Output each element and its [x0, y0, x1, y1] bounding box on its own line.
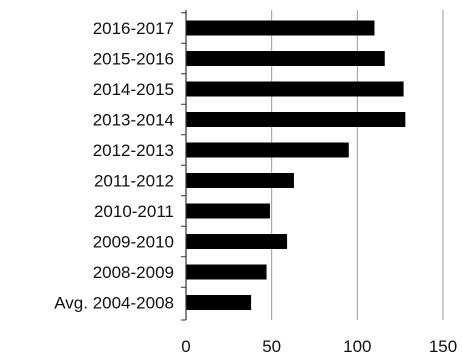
category-label-3: 2013-2014 [93, 111, 174, 130]
axis-layer [181, 10, 187, 321]
bar-5 [186, 173, 294, 188]
bar-1 [186, 51, 385, 66]
category-label-5: 2011-2012 [94, 172, 174, 191]
category-label-7: 2009-2010 [93, 233, 174, 252]
category-label-6: 2010-2011 [94, 202, 174, 221]
bars-layer [186, 20, 406, 310]
x-tick-label-150: 150 [429, 337, 457, 356]
labels-layer: 2016-2017 2015-2016 2014-2015 2013-2014 2012… [54, 19, 457, 356]
bar-0 [186, 20, 375, 36]
bar-4 [186, 142, 349, 158]
category-label-1: 2015-2016 [93, 50, 174, 69]
category-label-4: 2012-2013 [93, 141, 174, 160]
x-tick-label-0: 0 [181, 337, 190, 356]
bar-9 [186, 295, 252, 310]
category-label-8: 2008-2009 [93, 263, 174, 282]
bar-8 [186, 264, 267, 280]
category-label-9: Avg. 2004-2008 [54, 294, 174, 313]
bar-7 [186, 234, 288, 249]
category-label-0: 2016-2017 [93, 19, 174, 38]
category-label-2: 2014-2015 [93, 80, 174, 99]
bar-6 [186, 203, 270, 219]
x-tick-label-50: 50 [262, 337, 281, 356]
bar-3 [186, 112, 406, 127]
bar-2 [186, 81, 404, 97]
x-tick-label-100: 100 [343, 337, 371, 356]
